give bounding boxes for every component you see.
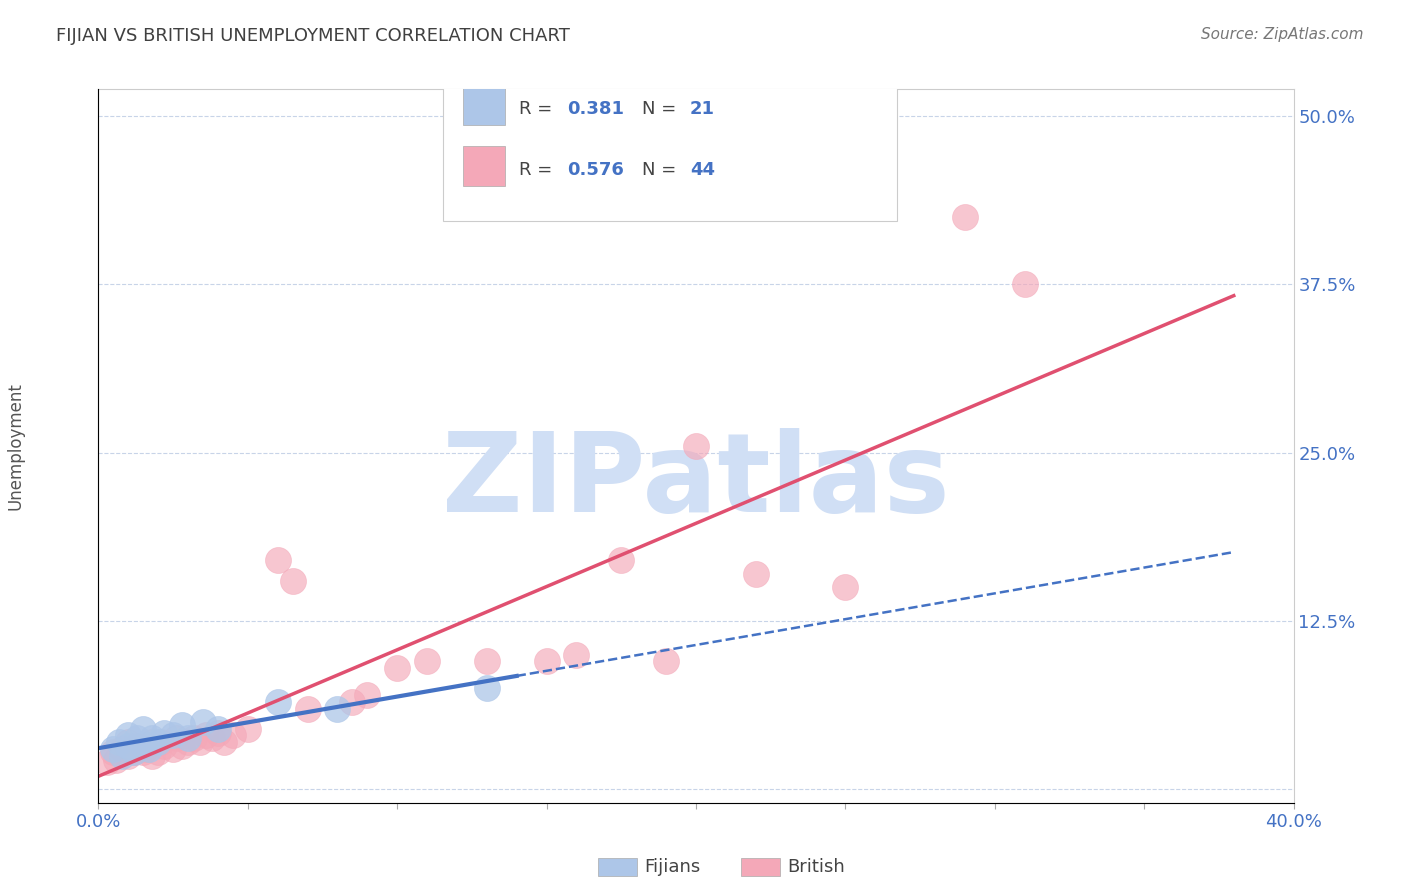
Point (162, 742, 184, 756)
Text: Fijians: Fijians (644, 858, 700, 876)
Text: 21: 21 (690, 100, 716, 118)
Point (111, 742, 134, 756)
Point (108, 735, 131, 749)
Y-axis label: Unemployment: Unemployment (7, 382, 25, 510)
Point (132, 738, 155, 752)
Point (117, 739, 139, 754)
Text: N =: N = (643, 161, 682, 178)
Text: N =: N = (643, 100, 682, 118)
Point (207, 726, 229, 740)
Text: 44: 44 (690, 161, 716, 178)
Point (191, 714, 214, 729)
Point (124, 745, 146, 759)
Point (141, 735, 163, 749)
Text: 0.381: 0.381 (567, 100, 624, 118)
Point (177, 735, 200, 749)
Point (117, 729, 139, 743)
Point (207, 722, 229, 736)
Text: ZIPatlas: ZIPatlas (441, 428, 950, 535)
Point (356, 688, 378, 702)
Point (236, 722, 259, 736)
Point (745, 566, 768, 581)
Text: 0.576: 0.576 (567, 161, 624, 178)
Point (141, 731, 163, 746)
Point (127, 739, 149, 754)
Point (117, 748, 139, 763)
Point (655, 655, 678, 669)
Text: R =: R = (519, 161, 558, 178)
Point (153, 726, 176, 740)
Point (135, 742, 157, 756)
Point (132, 722, 155, 736)
Point (138, 742, 160, 756)
Point (148, 745, 170, 759)
Text: British: British (787, 858, 845, 876)
Point (475, 681, 498, 696)
Point (297, 701, 319, 715)
Point (201, 731, 224, 746)
Point (162, 729, 184, 743)
Point (385, 661, 409, 675)
Point (153, 739, 176, 754)
Text: R =: R = (519, 100, 558, 118)
Point (195, 729, 218, 743)
Point (117, 735, 139, 749)
FancyBboxPatch shape (463, 146, 505, 186)
Point (475, 655, 498, 669)
Point (565, 648, 588, 662)
Point (172, 717, 194, 731)
Point (342, 695, 364, 709)
Point (267, 695, 290, 709)
Point (536, 655, 558, 669)
Point (105, 753, 128, 767)
Point (212, 735, 235, 749)
Point (103, 745, 125, 759)
Point (124, 745, 146, 759)
Point (111, 748, 134, 763)
Point (834, 580, 856, 594)
Point (267, 553, 290, 567)
Text: FIJIAN VS BRITISH UNEMPLOYMENT CORRELATION CHART: FIJIAN VS BRITISH UNEMPLOYMENT CORRELATI… (56, 27, 569, 45)
Point (172, 739, 194, 754)
Point (183, 731, 205, 746)
Point (281, 574, 304, 588)
Point (165, 731, 187, 746)
Point (326, 701, 349, 715)
Point (1014, 277, 1036, 292)
Point (188, 735, 211, 749)
Point (416, 655, 439, 669)
Point (96, 756, 118, 770)
Point (148, 735, 170, 749)
Point (953, 210, 976, 224)
FancyBboxPatch shape (463, 86, 505, 125)
Point (150, 735, 173, 749)
Point (222, 729, 245, 743)
Point (103, 742, 125, 756)
Point (610, 553, 633, 567)
Point (685, 439, 707, 453)
Point (177, 731, 200, 746)
Point (132, 745, 155, 759)
Point (141, 748, 163, 763)
FancyBboxPatch shape (443, 82, 897, 221)
Point (127, 731, 149, 746)
Text: Source: ZipAtlas.com: Source: ZipAtlas.com (1201, 27, 1364, 42)
